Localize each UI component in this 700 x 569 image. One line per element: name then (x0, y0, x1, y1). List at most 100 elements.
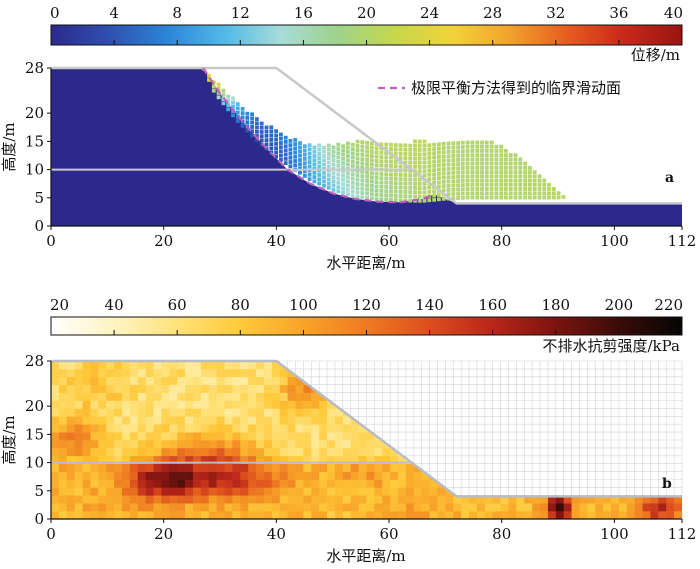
displacement-point (384, 151, 389, 155)
displacement-point (360, 191, 365, 195)
strength-cell (311, 503, 320, 512)
displacement-point (475, 195, 480, 200)
strength-cell (177, 392, 186, 401)
strength-cell (508, 495, 517, 504)
displacement-point (279, 153, 283, 158)
strength-cell (161, 416, 170, 425)
displacement-point (542, 187, 547, 191)
displacement-point (250, 116, 254, 121)
strength-cell (303, 495, 312, 504)
strength-cell (169, 376, 178, 385)
strength-cell (129, 361, 139, 370)
displacement-point (245, 111, 250, 116)
strength-cell (342, 471, 352, 480)
displacement-point (379, 184, 384, 189)
displacement-point (542, 178, 547, 183)
strength-cell (263, 416, 273, 425)
strength-cell (169, 424, 178, 433)
strength-cell (263, 408, 273, 417)
displacement-point (456, 166, 460, 171)
strength-cell (382, 447, 391, 457)
displacement-point (422, 181, 427, 186)
strength-cell (74, 471, 83, 480)
strength-cell (248, 376, 257, 385)
displacement-point (475, 153, 480, 158)
strength-cell (169, 432, 178, 441)
displacement-point (456, 162, 460, 166)
displacement-point (508, 187, 513, 191)
strength-cell (51, 384, 60, 393)
displacement-point (336, 142, 341, 147)
displacement-point (494, 191, 499, 196)
strength-cell (279, 511, 288, 519)
strength-cell (106, 376, 115, 385)
strength-cell (153, 455, 162, 464)
displacement-point (513, 170, 518, 174)
displacement-point (504, 170, 508, 174)
displacement-point (398, 156, 403, 160)
strength-cell (106, 503, 115, 512)
displacement-point (250, 125, 254, 129)
strength-cell (106, 416, 115, 425)
strength-cell (208, 487, 217, 496)
displacement-point (556, 195, 561, 200)
displacement-point (365, 140, 369, 145)
strength-cell (177, 447, 186, 457)
displacement-point (346, 162, 350, 167)
displacement-point (288, 151, 293, 156)
displacement-point (355, 156, 360, 161)
panel-a-x-tick-label: 80 (492, 232, 511, 250)
displacement-point (274, 150, 278, 155)
panel-a-y-tick-label: 0 (34, 217, 44, 235)
displacement-point (336, 185, 341, 189)
displacement-point (370, 188, 374, 192)
displacement-point (489, 144, 494, 149)
displacement-point (298, 170, 302, 175)
displacement-point (384, 185, 389, 189)
displacement-point (484, 178, 489, 183)
displacement-point (221, 101, 226, 106)
displacement-point (460, 191, 465, 196)
strength-cell (303, 424, 312, 433)
displacement-point (393, 147, 398, 152)
displacement-point (523, 161, 527, 166)
strength-cell (279, 432, 288, 441)
strength-cell (319, 408, 328, 417)
strength-cell (476, 503, 486, 512)
strength-cell (74, 376, 83, 385)
displacement-point (499, 191, 504, 196)
panel-a-original-slope (51, 66, 682, 205)
displacement-point (374, 192, 379, 197)
strength-cell (121, 463, 131, 472)
strength-cell (287, 384, 296, 393)
strength-cell (374, 471, 383, 480)
displacement-point (255, 121, 259, 126)
displacement-point (336, 172, 341, 177)
displacement-point (255, 117, 259, 121)
displacement-point (379, 163, 384, 168)
strength-cell (90, 424, 99, 433)
displacement-point (341, 161, 345, 165)
strength-cell (145, 392, 154, 401)
strength-cell (129, 384, 139, 393)
displacement-point (307, 143, 312, 148)
strength-cell (161, 376, 170, 385)
colorbar-a-label: 位移/m (631, 46, 680, 64)
displacement-point (465, 191, 470, 196)
panel-a-legend: 极限平衡方法得到的临界滑动面 (378, 79, 621, 97)
displacement-point (427, 177, 432, 181)
displacement-point (518, 174, 523, 179)
displacement-point (427, 147, 432, 152)
strength-cell (169, 455, 178, 464)
displacement-point (317, 147, 322, 152)
strength-cell (177, 416, 186, 425)
displacement-point (489, 140, 494, 145)
displacement-point (370, 179, 374, 184)
strength-cell (492, 503, 501, 512)
strength-cell (74, 392, 83, 401)
strength-cell (366, 455, 375, 464)
strength-cell (295, 503, 304, 512)
displacement-point (350, 155, 355, 160)
strength-cell (208, 479, 217, 488)
strength-cell (303, 408, 312, 417)
